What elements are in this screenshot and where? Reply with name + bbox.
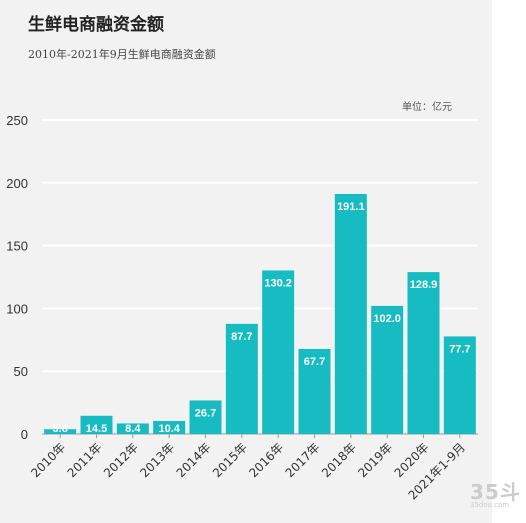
bar — [262, 270, 295, 434]
x-tick-label: 2014年 — [174, 440, 214, 480]
x-tick-label: 2016年 — [246, 440, 286, 480]
bar — [153, 420, 186, 434]
x-tick-label: 2011年 — [65, 440, 105, 480]
data-label: 3.8 — [53, 423, 68, 435]
x-tick-label: 2019年 — [355, 440, 395, 480]
data-label: 10.4 — [158, 423, 180, 435]
data-label: 8.4 — [125, 423, 141, 435]
data-label: 130.2 — [264, 277, 292, 289]
data-label: 77.7 — [449, 343, 470, 355]
data-label: 67.7 — [304, 356, 325, 368]
bar — [371, 305, 404, 434]
bar — [407, 272, 440, 434]
x-tick-label: 2015年 — [210, 440, 250, 480]
bar — [189, 400, 222, 434]
y-tick-label: 50 — [14, 364, 28, 379]
data-label: 102.0 — [373, 313, 401, 325]
data-label: 87.7 — [231, 331, 252, 343]
bar — [225, 323, 258, 434]
y-tick-label: 0 — [21, 427, 28, 442]
chart-subtitle: 2010年-2021年9月生鲜电商融资金额 — [28, 48, 216, 61]
data-label: 26.7 — [195, 407, 216, 419]
y-tick-label: 100 — [6, 301, 28, 316]
y-tick-label: 200 — [6, 176, 28, 191]
bar — [334, 193, 367, 434]
page-margin — [492, 0, 526, 523]
chart-title: 生鲜电商融资金额 — [28, 15, 164, 35]
x-tick-label: 2017年 — [283, 440, 323, 480]
unit-label: 单位：亿元 — [402, 102, 452, 113]
data-label: 14.5 — [86, 423, 107, 435]
x-tick-label: 2012年 — [101, 440, 141, 480]
bar — [298, 348, 331, 434]
bar — [80, 415, 113, 434]
bar — [443, 336, 476, 434]
watermark-logo: 35斗 35dou.com — [470, 476, 521, 509]
bar — [44, 429, 77, 434]
watermark-text: 35斗 — [470, 480, 521, 504]
x-tick-label: 2013年 — [137, 440, 177, 480]
data-label: 191.1 — [337, 201, 365, 213]
y-tick-label: 150 — [6, 239, 28, 254]
watermark-url: 35dou.com — [470, 501, 510, 509]
bar — [116, 423, 149, 434]
x-tick-label: 2018年 — [319, 440, 359, 480]
y-tick-label: 250 — [6, 113, 28, 128]
data-label: 128.9 — [410, 279, 438, 291]
chart-panel — [0, 0, 492, 523]
x-tick-label: 2010年 — [28, 440, 68, 480]
